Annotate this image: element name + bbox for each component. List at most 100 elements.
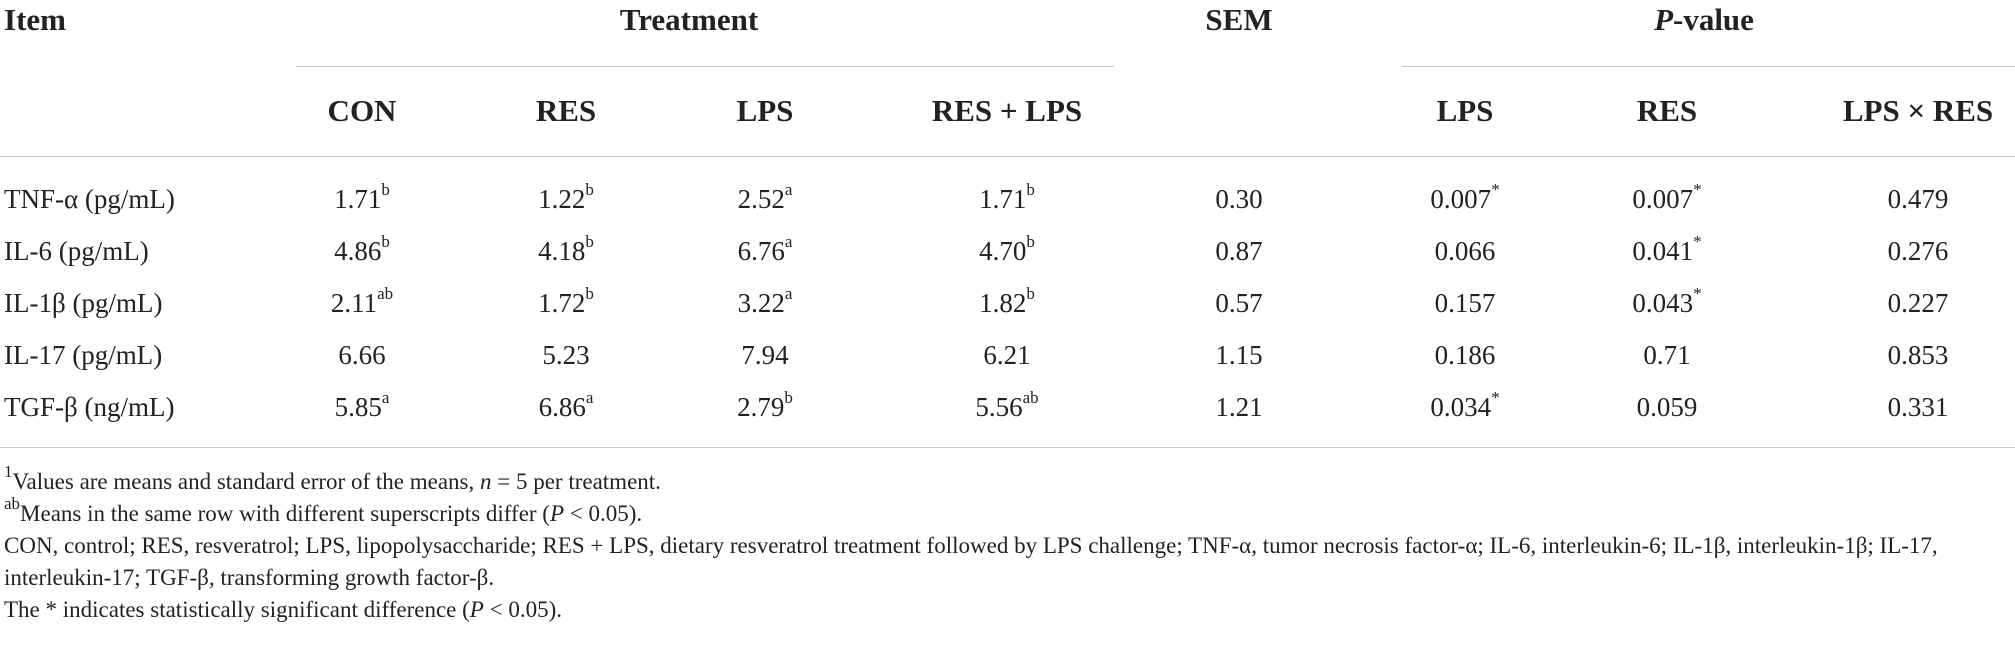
table-footnotes: 1Values are means and standard error of … [4, 463, 2004, 626]
cell-p-lps-value: 0.157 [1434, 288, 1496, 318]
cell-lps-value: 2.52 [737, 184, 785, 214]
cell-con-value: 2.11 [330, 288, 378, 318]
cell-res-lps-value: 5.56 [975, 392, 1023, 422]
footnote-1-tail: = 5 per treatment. [491, 469, 661, 494]
treatment-group-rule [296, 66, 1114, 67]
cell-con: 4.86b [334, 233, 390, 267]
cell-lps-superscript: a [784, 180, 793, 199]
cell-p-interaction-value: 0.479 [1887, 184, 1949, 214]
header-sem: SEM [1205, 2, 1273, 37]
cell-sem-value: 0.87 [1215, 236, 1263, 266]
cell-res-lps-superscript: b [1026, 180, 1035, 199]
row-label: TGF-β (ng/mL) [4, 392, 175, 422]
cell-lps-superscript: b [784, 388, 793, 407]
cell-lps-superscript: a [784, 284, 793, 303]
cell-con-superscript: a [381, 388, 390, 407]
cell-res-superscript: b [585, 232, 594, 251]
cell-res-value: 1.72 [538, 288, 586, 318]
cell-res-lps: 1.71b [979, 181, 1035, 215]
cell-p-interaction: 0.853 [1888, 340, 1949, 371]
cell-sem: 1.15 [1215, 340, 1262, 371]
cell-res-lps-value: 4.70 [979, 236, 1027, 266]
cell-p-res-value: 0.041 [1632, 236, 1694, 266]
header-treatment: Treatment [619, 2, 759, 37]
cell-lps: 6.76a [738, 233, 793, 267]
cell-con-value: 1.71 [334, 184, 382, 214]
footnote-4-text: The * indicates statistically significan… [4, 597, 470, 622]
cell-p-lps: 0.007* [1430, 181, 1499, 215]
col-header-con: CON [327, 93, 397, 128]
pvalue-group-rule [1402, 66, 2015, 67]
cell-p-lps-value: 0.007 [1430, 184, 1492, 214]
cell-res-lps-superscript: b [1026, 232, 1035, 251]
footnote-4-italic: P [469, 597, 484, 622]
col-header-p-res: RES [1636, 93, 1698, 128]
cell-p-interaction-value: 0.227 [1887, 288, 1949, 318]
cell-p-res-superscript: * [1693, 180, 1702, 199]
cell-p-lps-value: 0.034 [1430, 392, 1492, 422]
cell-p-interaction-value: 0.853 [1887, 340, 1949, 370]
col-header-lps: LPS [736, 93, 794, 128]
cell-lps-superscript: a [784, 232, 793, 251]
cell-res: 1.22b [538, 181, 594, 215]
col-header-p-interaction: LPS × RES [1842, 93, 1994, 128]
row-label: IL-17 (pg/mL) [4, 340, 163, 370]
cell-con-superscript: b [381, 180, 390, 199]
footnote-2-marker: ab [4, 494, 21, 514]
cell-con: 2.11ab [330, 285, 393, 319]
cell-res-lps: 5.56ab [975, 389, 1038, 423]
cell-p-lps-superscript: * [1491, 180, 1500, 199]
cell-con-superscript: ab [377, 284, 394, 303]
cell-lps-value: 2.79 [737, 392, 785, 422]
cell-p-interaction: 0.276 [1888, 236, 1949, 267]
cell-p-res: 0.71 [1643, 340, 1690, 371]
footnote-2-text: Means in the same row with different sup… [20, 501, 550, 526]
cell-sem-value: 0.30 [1215, 184, 1263, 214]
cell-res-value: 5.23 [542, 340, 590, 370]
cell-res-superscript: b [585, 180, 594, 199]
cell-sem: 0.57 [1215, 288, 1262, 319]
row-label: IL-1β (pg/mL) [4, 288, 163, 318]
cell-res-lps-superscript: ab [1022, 388, 1039, 407]
cell-p-lps: 0.066 [1435, 236, 1496, 267]
cell-res: 4.18b [538, 233, 594, 267]
col-header-res-lps: RES + LPS [931, 93, 1083, 128]
cell-sem: 1.21 [1215, 392, 1262, 423]
row-label: IL-6 (pg/mL) [4, 236, 149, 266]
cell-lps: 3.22a [737, 285, 793, 319]
cell-con-value: 5.85 [334, 392, 382, 422]
header-pvalue: P-value [1654, 2, 1754, 38]
cell-p-interaction-value: 0.276 [1887, 236, 1949, 266]
cell-p-interaction-value: 0.331 [1887, 392, 1949, 422]
cell-p-res-value: 0.043 [1632, 288, 1694, 318]
header-pvalue-rest: -value [1673, 2, 1754, 37]
col-header-res: RES [535, 93, 597, 128]
col-header-p-lps: LPS [1436, 93, 1494, 128]
cell-p-res-value: 0.007 [1632, 184, 1694, 214]
cell-res-lps-value: 1.82 [979, 288, 1027, 318]
cell-sem-value: 1.21 [1215, 392, 1263, 422]
footnote-significance: The * indicates statistically significan… [4, 594, 2004, 626]
cell-p-res-value: 0.71 [1643, 340, 1691, 370]
header-bottom-rule [0, 156, 2015, 157]
cell-res: 5.23 [542, 340, 589, 371]
cell-p-res-superscript: * [1693, 284, 1702, 303]
cell-lps: 2.52a [737, 181, 793, 215]
cell-p-lps: 0.186 [1435, 340, 1496, 371]
cell-sem-value: 0.57 [1215, 288, 1263, 318]
cell-con-superscript: b [381, 232, 390, 251]
cell-p-res-value: 0.059 [1636, 392, 1698, 422]
footnote-1-marker: 1 [4, 462, 13, 482]
footnote-abbreviations: CON, control; RES, resveratrol; LPS, lip… [4, 533, 1938, 590]
cell-lps-value: 7.94 [741, 340, 789, 370]
footnote-1: 1Values are means and standard error of … [4, 463, 2004, 498]
footnote-2: abMeans in the same row with different s… [4, 495, 2004, 530]
cell-res-lps-superscript: b [1026, 284, 1035, 303]
cell-p-interaction: 0.227 [1888, 288, 1949, 319]
cell-p-res: 0.041* [1632, 233, 1701, 267]
cell-con: 5.85a [334, 389, 390, 423]
cell-res-value: 1.22 [538, 184, 586, 214]
cell-lps-value: 3.22 [737, 288, 785, 318]
cell-p-interaction: 0.331 [1888, 392, 1949, 423]
